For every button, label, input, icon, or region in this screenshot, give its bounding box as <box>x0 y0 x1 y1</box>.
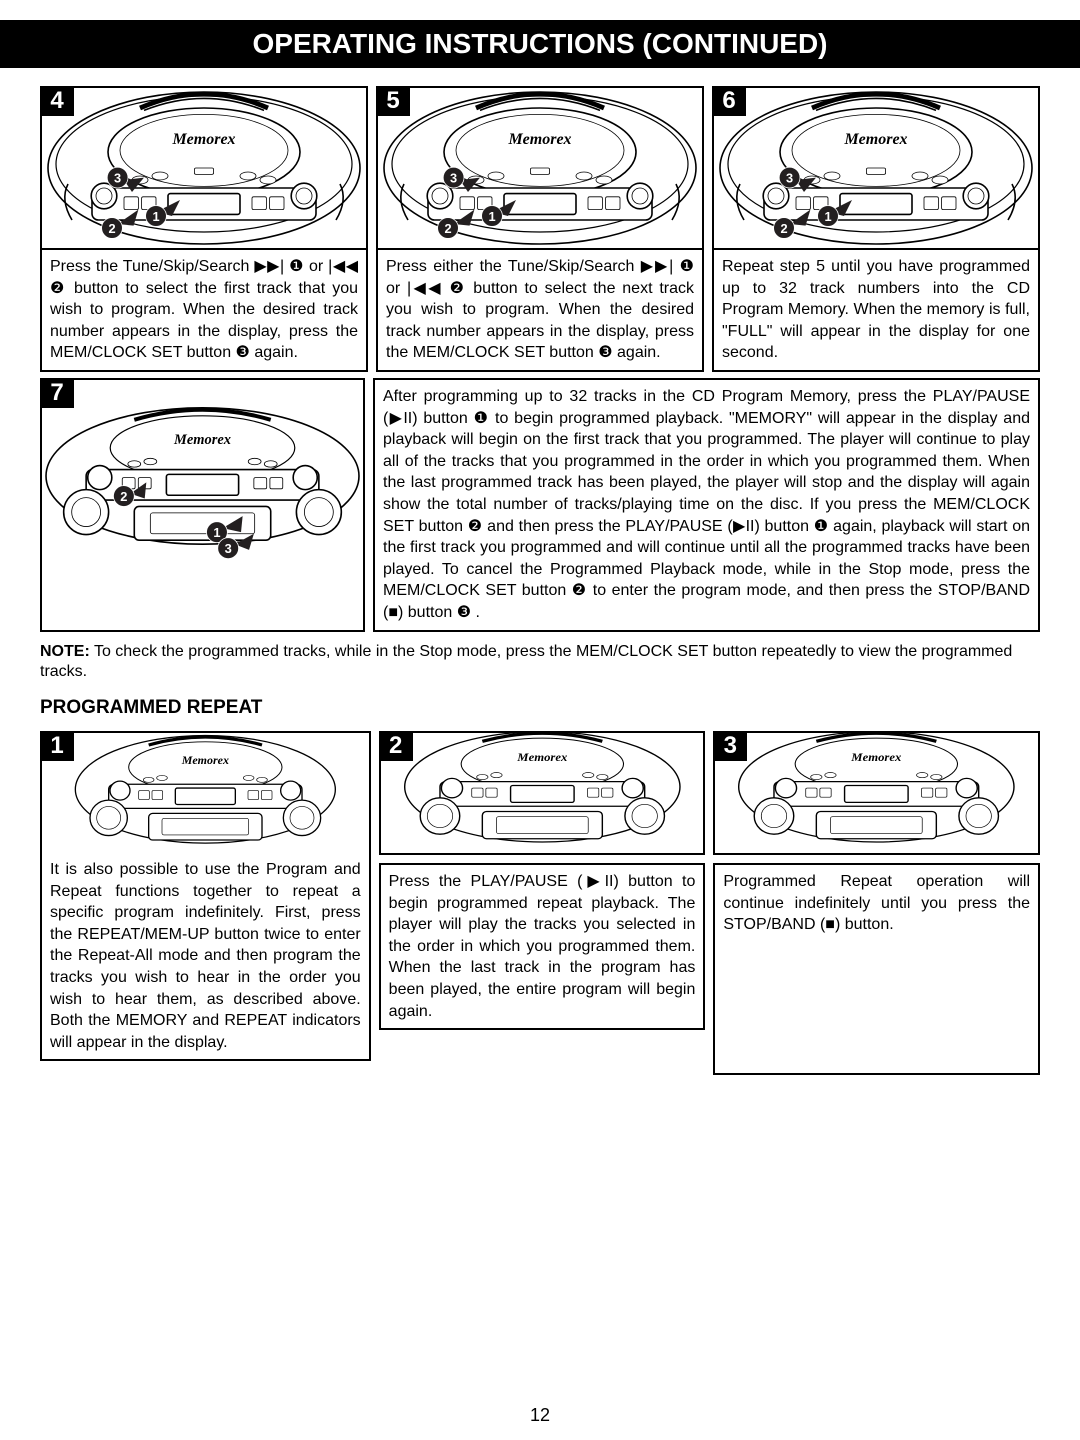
note-text: To check the programmed tracks, while in… <box>40 643 1012 681</box>
bottom-panel-row: 1 It is also possible to use the Program… <box>40 731 1040 1075</box>
svg-text:2: 2 <box>780 221 787 236</box>
svg-text:3: 3 <box>786 170 793 185</box>
panel-3-text-frame: Programmed Repeat operation will continu… <box>713 863 1040 1075</box>
panel-3-column: 3 Programmed Repeat operation will conti… <box>713 731 1040 1075</box>
panel-2-column: 2 Press the PLAY/PAUSE (▶II) button to b… <box>379 731 706 1030</box>
device-illustration: 1 2 3 <box>378 88 702 248</box>
device-illustration <box>715 733 1038 853</box>
svg-text:2: 2 <box>444 221 451 236</box>
panel-2-text-frame: Press the PLAY/PAUSE (▶II) button to beg… <box>379 863 706 1030</box>
svg-text:1: 1 <box>152 209 159 224</box>
svg-text:1: 1 <box>488 209 495 224</box>
panel-number: 2 <box>379 731 413 761</box>
device-illustration <box>42 733 369 853</box>
panel-1: 1 It is also possible to use the Program… <box>40 731 371 1061</box>
top-panel-row: 4 1 2 3 Press the Tune/Skip/Search ▶▶| ❶… <box>40 86 1040 372</box>
panel-number: 6 <box>712 86 746 116</box>
device-illustration <box>381 733 704 853</box>
panel-number: 4 <box>40 86 74 116</box>
panel-2-image: 2 <box>379 731 706 855</box>
panel-number: 5 <box>376 86 410 116</box>
panel-number: 3 <box>713 731 747 761</box>
device-illustration: 1 2 3 <box>714 88 1038 248</box>
svg-text:1: 1 <box>213 525 220 540</box>
panel-text: Repeat step 5 until you have programmed … <box>714 248 1038 370</box>
note-line: NOTE: To check the programmed tracks, wh… <box>40 642 1040 684</box>
panel-5: 5 1 2 3 Press either the Tune/Skip/Searc… <box>376 86 704 372</box>
panel-7-row: 7 1 2 3 After programming up to 32 track… <box>40 378 1040 632</box>
panel-text: After programming up to 32 tracks in the… <box>375 380 1038 630</box>
page-title-bar: OPERATING INSTRUCTIONS (CONTINUED) <box>0 20 1080 68</box>
svg-text:3: 3 <box>114 170 121 185</box>
panel-text: Press the Tune/Skip/Search ▶▶| ❶ or |◀◀ … <box>42 248 366 370</box>
svg-text:3: 3 <box>225 541 232 556</box>
panel-number: 1 <box>40 731 74 761</box>
device-illustration: 1 2 3 <box>42 88 366 248</box>
device-illustration: 1 2 3 <box>42 380 363 580</box>
svg-text:3: 3 <box>450 170 457 185</box>
note-label: NOTE: <box>40 643 90 660</box>
panel-7-image: 7 1 2 3 <box>40 378 365 632</box>
panel-text: Press either the Tune/Skip/Search ▶▶| ❶ … <box>378 248 702 370</box>
svg-text:2: 2 <box>120 489 127 504</box>
panel-7-text: After programming up to 32 tracks in the… <box>373 378 1040 632</box>
panel-4: 4 1 2 3 Press the Tune/Skip/Search ▶▶| ❶… <box>40 86 368 372</box>
panel-text: It is also possible to use the Program a… <box>42 853 369 1059</box>
page-number: 12 <box>0 1405 1080 1426</box>
panel-3-image: 3 <box>713 731 1040 855</box>
panel-6: 6 1 2 3 Repeat step 5 until you have pro… <box>712 86 1040 372</box>
svg-text:1: 1 <box>824 209 831 224</box>
svg-text:2: 2 <box>108 221 115 236</box>
panel-number: 7 <box>40 378 74 408</box>
section-heading: PROGRAMMED REPEAT <box>40 697 1040 719</box>
panel-text: Press the PLAY/PAUSE (▶II) button to beg… <box>381 865 704 1028</box>
page-title: OPERATING INSTRUCTIONS (CONTINUED) <box>252 28 827 59</box>
panel-text: Programmed Repeat operation will continu… <box>715 865 1038 1073</box>
